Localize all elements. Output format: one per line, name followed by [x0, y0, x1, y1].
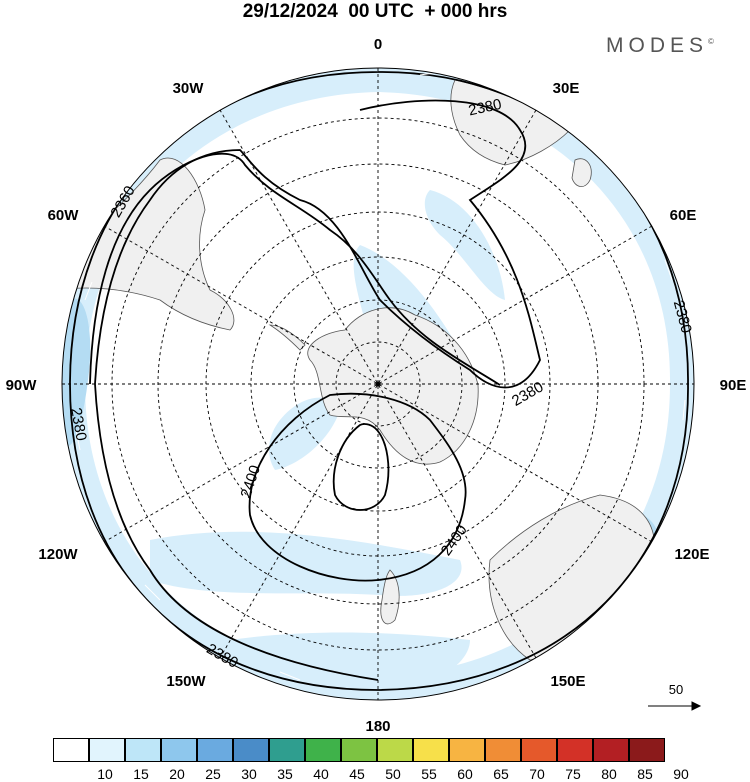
brand-mark: © — [708, 37, 714, 46]
lon-label-150w: 150W — [166, 673, 206, 690]
legend-tick-label: 75 — [565, 766, 581, 782]
south-america — [62, 157, 235, 331]
reference-vector — [648, 701, 702, 711]
wind-arrow — [664, 259, 673, 281]
jet-core-south-america — [62, 298, 91, 447]
legend-tick-label: 85 — [637, 766, 653, 782]
graticule — [62, 68, 694, 700]
legend-tick-label: 40 — [313, 766, 329, 782]
chart-title: 29/12/2024 00 UTC + 000 hrs — [242, 1, 508, 22]
legend-swatch — [53, 738, 89, 762]
wind-arrow — [84, 281, 93, 301]
legend-swatch — [161, 738, 197, 762]
legend-swatch — [521, 738, 557, 762]
wind-arrow — [75, 429, 81, 451]
new-zealand — [380, 569, 400, 625]
reference-vector-label: 50 — [668, 682, 684, 697]
wind-arrow — [279, 671, 301, 681]
legend-tick-label: 80 — [601, 766, 617, 782]
legend-swatch — [485, 738, 521, 762]
jet-band-indian — [424, 190, 505, 300]
wind-arrow — [149, 137, 166, 151]
contour-2380-inner — [94, 99, 541, 681]
wind-arrow — [599, 129, 616, 146]
contour-label-2380: 2380 — [467, 96, 503, 120]
legend-tick-label: 55 — [421, 766, 437, 782]
legend-tick-label: 45 — [349, 766, 365, 782]
antarctic-peninsula — [268, 324, 306, 351]
legend-tick-label: 20 — [169, 766, 185, 782]
contour-label-2380: 2380 — [67, 406, 90, 442]
legend-swatch — [413, 738, 449, 762]
legend-tick-label: 70 — [529, 766, 545, 782]
south-pole-dot — [375, 381, 381, 387]
lon-label-120w: 120W — [38, 546, 78, 563]
lon-label-90w: 90W — [6, 377, 38, 394]
madagascar — [571, 158, 592, 187]
wind-arrow — [144, 584, 161, 601]
brand-text: MODES — [606, 34, 709, 57]
contour-2400-outer — [248, 392, 467, 582]
legend-tick-label: 50 — [385, 766, 401, 782]
map-frame — [61, 67, 695, 701]
legend-swatch — [233, 738, 269, 762]
legend-swatch — [89, 738, 125, 762]
wind-arrow — [682, 399, 686, 421]
legend-swatch — [557, 738, 593, 762]
legend-swatch — [269, 738, 305, 762]
lat-circle-80s — [335, 341, 421, 427]
lon-label-150e: 150E — [550, 673, 585, 690]
legend-swatch — [449, 738, 485, 762]
lon-label-120e: 120E — [674, 546, 709, 563]
legend-swatch — [377, 738, 413, 762]
longitude-labels: 0 30E 60E 90E 120E 150E 180 150W 120W 90… — [6, 36, 747, 735]
lon-label-180: 180 — [365, 718, 390, 735]
lon-label-30w: 30W — [173, 80, 205, 97]
legend-swatch — [629, 738, 665, 762]
lon-label-60w: 60W — [48, 207, 80, 224]
legend-tick-label: 25 — [205, 766, 221, 782]
legend-tick-label: 10 — [97, 766, 113, 782]
lon-label-0: 0 — [374, 36, 382, 53]
legend-tick-label: 65 — [493, 766, 509, 782]
legend-swatch — [593, 738, 629, 762]
legend-swatch — [197, 738, 233, 762]
legend-tick-label: 15 — [133, 766, 149, 782]
legend-tick-label: 30 — [241, 766, 257, 782]
legend-swatch — [305, 738, 341, 762]
legend-tick-label: 60 — [457, 766, 473, 782]
lon-label-30e: 30E — [553, 80, 580, 97]
legend-tick-label: 35 — [277, 766, 293, 782]
legend-tick-label: 90 — [673, 766, 689, 782]
contour-2360 — [89, 152, 501, 386]
lon-label-60e: 60E — [670, 207, 697, 224]
modes-logo: MODES© — [606, 34, 714, 58]
contour-2400-inner — [332, 423, 390, 511]
jet-band-pacific-south — [230, 632, 470, 692]
color-legend — [53, 738, 703, 764]
lat-circle-70s — [293, 299, 463, 469]
wind-arrow — [639, 559, 651, 579]
legend-swatch — [125, 738, 161, 762]
legend-swatch — [341, 738, 377, 762]
lon-label-90e: 90E — [720, 377, 747, 394]
reference-arrow-head — [691, 701, 702, 711]
